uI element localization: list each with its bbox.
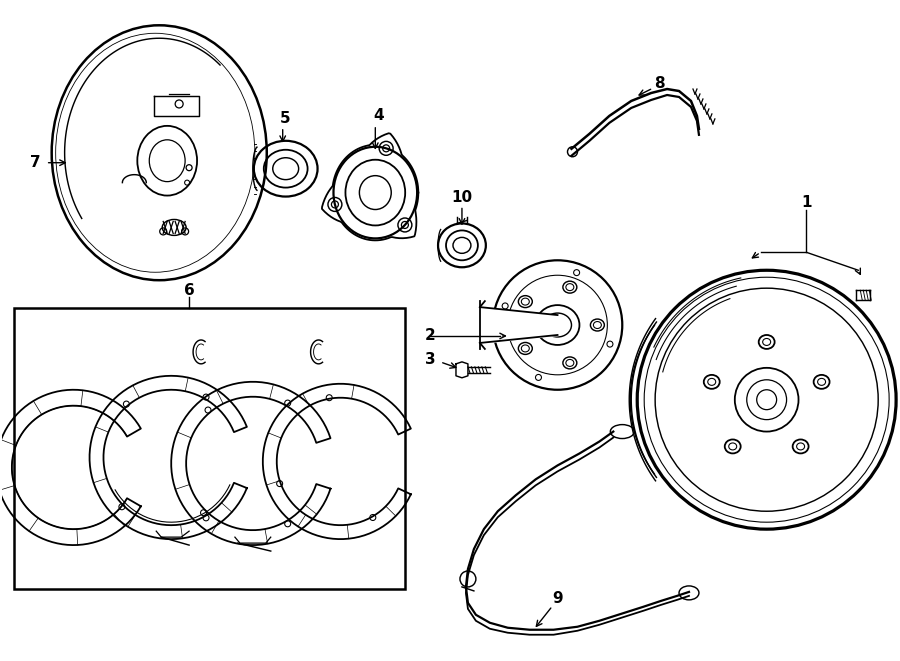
Bar <box>14 308 405 589</box>
Text: 3: 3 <box>425 352 436 368</box>
Text: 1: 1 <box>801 195 812 210</box>
Text: 4: 4 <box>373 108 383 124</box>
Text: 2: 2 <box>425 329 436 344</box>
Text: 6: 6 <box>184 283 194 297</box>
Text: 10: 10 <box>452 190 472 205</box>
Text: 7: 7 <box>31 155 41 171</box>
Text: 8: 8 <box>653 75 664 91</box>
Text: 5: 5 <box>279 112 290 126</box>
Text: 9: 9 <box>553 592 562 606</box>
